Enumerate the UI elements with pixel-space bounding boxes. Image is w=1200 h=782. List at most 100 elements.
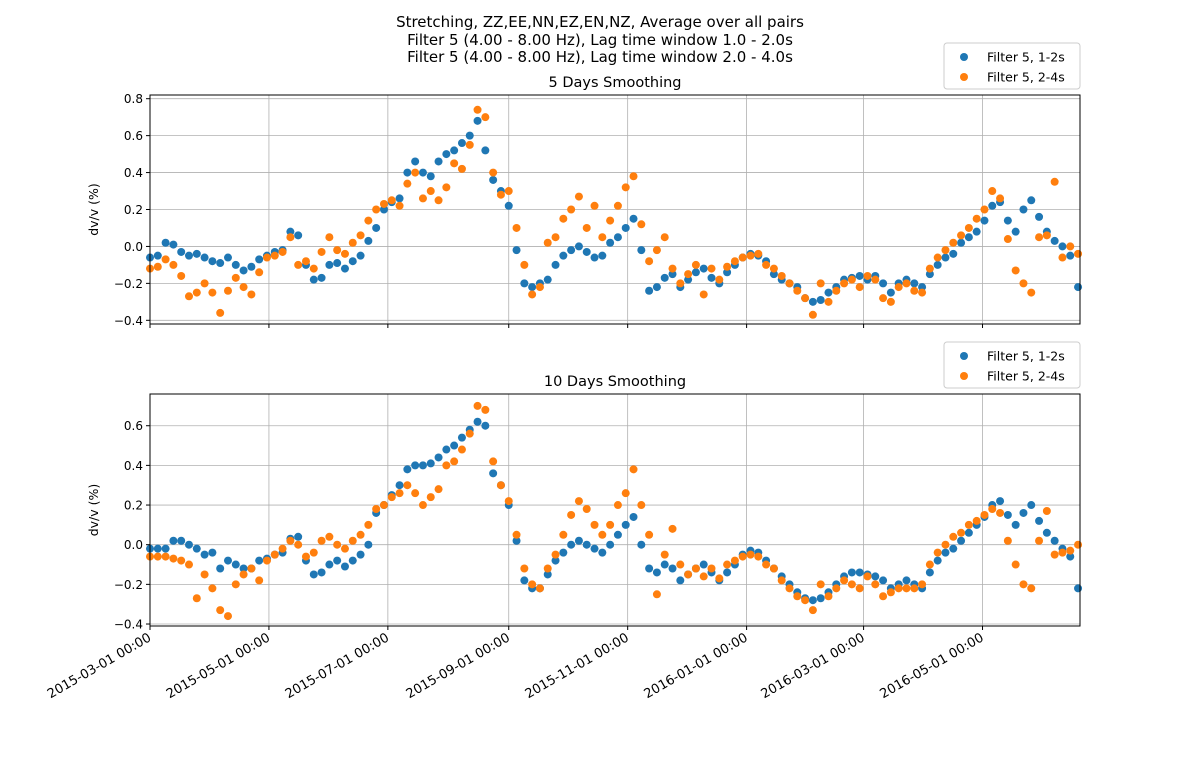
data-point	[863, 572, 872, 581]
data-point	[855, 271, 864, 280]
data-point	[333, 259, 342, 268]
data-point	[161, 238, 170, 247]
data-point	[317, 568, 326, 577]
data-point	[972, 214, 981, 223]
data-point	[426, 187, 435, 196]
data-point	[723, 268, 732, 277]
legend-label: Filter 5, 1-2s	[987, 50, 1065, 65]
data-point	[200, 570, 209, 579]
x-tick-label: 2016-05-01 00:00	[878, 630, 987, 702]
data-point	[216, 564, 225, 573]
data-point	[473, 401, 482, 410]
data-point	[372, 205, 381, 214]
data-point	[184, 251, 193, 260]
data-point	[239, 564, 248, 573]
data-point	[317, 536, 326, 545]
data-point	[629, 214, 638, 223]
data-point	[465, 429, 474, 438]
data-point	[957, 231, 966, 240]
data-point	[379, 199, 388, 208]
data-point	[473, 116, 482, 125]
data-point	[816, 594, 825, 603]
data-point	[871, 275, 880, 284]
data-point	[1011, 560, 1020, 569]
data-point	[785, 279, 794, 288]
data-point	[559, 530, 568, 539]
data-point	[403, 168, 412, 177]
data-point	[387, 196, 396, 205]
data-point	[520, 576, 529, 585]
data-point	[1066, 242, 1075, 251]
series-2	[146, 105, 1083, 319]
data-point	[208, 257, 217, 266]
data-point	[481, 113, 490, 122]
y-tick-label: 0.0	[124, 538, 143, 552]
data-point	[645, 286, 654, 295]
data-point	[184, 292, 193, 301]
data-point	[309, 264, 318, 273]
data-point	[652, 246, 661, 255]
data-point	[411, 157, 420, 166]
data-point	[980, 216, 989, 225]
x-tick-label: 2015-09-01 00:00	[404, 630, 513, 702]
data-point	[317, 273, 326, 282]
data-point	[286, 536, 295, 545]
data-point	[169, 554, 178, 563]
data-point	[652, 283, 661, 292]
data-point	[855, 283, 864, 292]
y-tick-label: 0.4	[124, 459, 143, 473]
data-point	[356, 251, 365, 260]
data-point	[1066, 251, 1075, 260]
y-tick-label: 0.4	[124, 166, 143, 180]
data-point	[715, 574, 724, 583]
y-tick-label: −0.4	[114, 618, 143, 632]
data-point	[325, 560, 334, 569]
data-point	[418, 461, 427, 470]
data-point	[535, 584, 544, 593]
data-point	[340, 544, 349, 553]
data-point	[723, 560, 732, 569]
data-point	[1003, 510, 1012, 519]
data-point	[1042, 231, 1051, 240]
data-point	[177, 247, 186, 256]
data-point	[879, 294, 888, 303]
data-point	[824, 592, 833, 601]
data-point	[1019, 580, 1028, 589]
data-point	[200, 253, 209, 262]
data-point	[481, 405, 490, 414]
data-point	[1027, 288, 1036, 297]
data-point	[177, 271, 186, 280]
data-point	[1050, 550, 1059, 559]
data-point	[512, 536, 521, 545]
data-point	[200, 550, 209, 559]
data-point	[840, 576, 849, 585]
data-point	[738, 253, 747, 262]
figure-title-line-2: Filter 5 (4.00 - 8.00 Hz), Lag time wind…	[407, 31, 793, 49]
data-point	[652, 568, 661, 577]
data-point	[567, 540, 576, 549]
data-point	[637, 540, 646, 549]
data-point	[247, 290, 256, 299]
series-1	[146, 116, 1083, 306]
data-point	[941, 540, 950, 549]
data-point	[660, 273, 669, 282]
data-point	[707, 264, 716, 273]
data-point	[574, 497, 583, 506]
data-point	[925, 560, 934, 569]
data-point	[543, 570, 552, 579]
data-point	[286, 227, 295, 236]
data-point	[769, 264, 778, 273]
data-point	[793, 592, 802, 601]
data-point	[567, 205, 576, 214]
legend: Filter 5, 1-2s Filter 5, 2-4s	[943, 42, 1081, 90]
data-point	[216, 308, 225, 317]
data-point	[333, 246, 342, 255]
data-point	[567, 246, 576, 255]
data-point	[824, 297, 833, 306]
data-point	[153, 544, 162, 553]
data-point	[933, 253, 942, 262]
data-point	[301, 552, 310, 561]
data-point	[262, 556, 271, 565]
x-tick-label: 2015-03-01 00:00	[45, 630, 154, 702]
data-point	[730, 257, 739, 266]
